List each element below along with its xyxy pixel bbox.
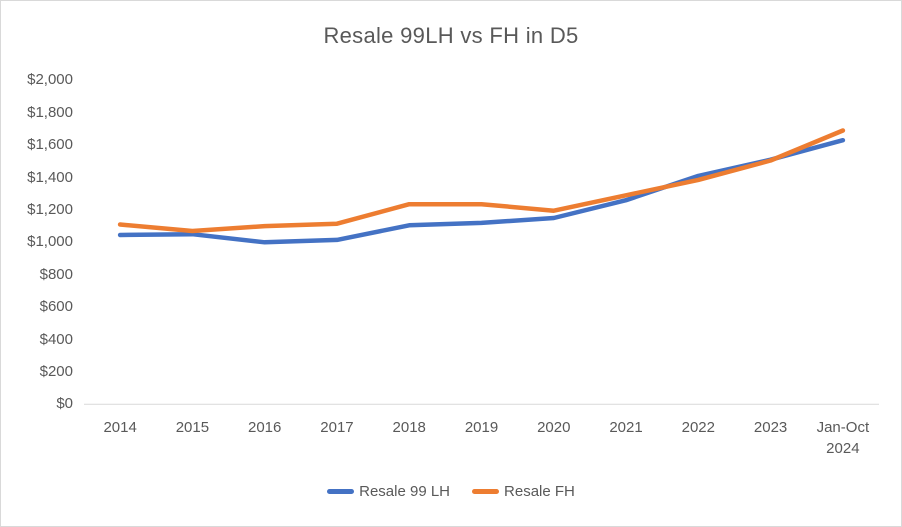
x-tick-label: 2016 xyxy=(247,419,282,436)
y-tick-label: $1,000 xyxy=(27,233,73,251)
y-tick-label: $1,600 xyxy=(27,136,73,154)
x-tick-label: 2020 xyxy=(537,419,571,436)
chart-title: Resale 99LH vs FH in D5 xyxy=(323,23,579,48)
x-tick-label: 2018 xyxy=(392,419,426,436)
y-tick-label: $800 xyxy=(39,265,73,283)
x-tick-label: Jan-Oct 2024 xyxy=(816,419,870,457)
legend-item-resale-fh: Resale FH xyxy=(472,483,575,500)
x-tick-label: 2015 xyxy=(175,419,210,436)
y-tick-label: $200 xyxy=(39,362,73,380)
legend-line-swatch-orange xyxy=(472,489,500,494)
x-tick-label: 2014 xyxy=(103,419,137,436)
y-tick-label: $0 xyxy=(56,395,73,413)
series-line-1 xyxy=(117,128,846,234)
legend-item-resale-99-lh: Resale 99 LH xyxy=(327,483,450,500)
x-tick-label: 2021 xyxy=(609,419,643,436)
y-tick-label: $400 xyxy=(39,330,73,348)
y-tick-label: $2,000 xyxy=(27,71,73,89)
y-tick-label: $1,800 xyxy=(27,103,73,121)
legend-label: Resale 99 LH xyxy=(359,483,451,500)
y-tick-label: $600 xyxy=(39,298,73,316)
legend-line-swatch-blue xyxy=(327,489,355,494)
legend: Resale 99 LH Resale FH xyxy=(1,483,901,500)
y-tick-label: $1,400 xyxy=(27,168,73,186)
legend-label: Resale FH xyxy=(504,483,575,500)
x-tick-label: 2017 xyxy=(320,419,354,436)
series-line-0 xyxy=(117,137,846,245)
x-tick-label: 2022 xyxy=(681,419,715,436)
x-tick-label: 2019 xyxy=(464,419,499,436)
y-tick-label: $1,200 xyxy=(27,200,73,218)
x-tick-label: 2023 xyxy=(753,419,788,436)
